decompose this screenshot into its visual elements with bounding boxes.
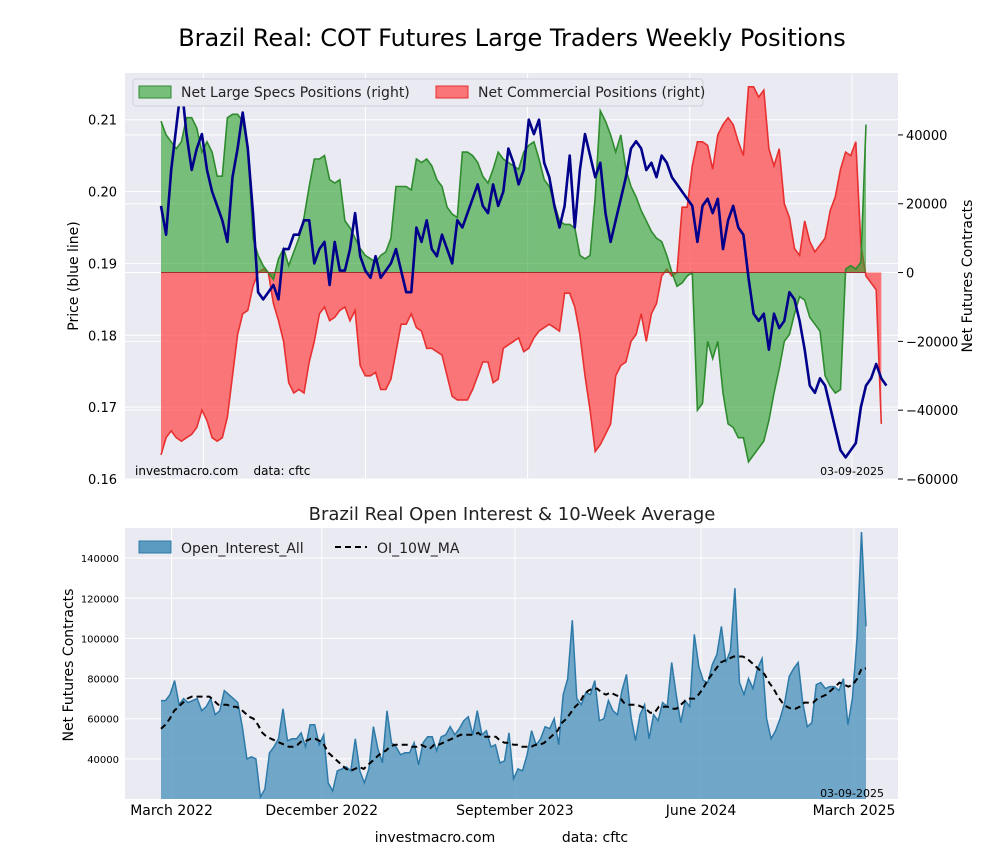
legend-swatch-commercial xyxy=(435,85,469,99)
date-tick-label: March 2022 xyxy=(130,803,213,819)
price-tick-label: 0.18 xyxy=(88,329,117,344)
date-tick-label: December 2022 xyxy=(265,803,378,819)
specs-area xyxy=(161,110,866,462)
oi-tick-label: 80000 xyxy=(87,675,119,686)
date-tick-label: September 2023 xyxy=(456,803,573,819)
positions-legend: Net Large Specs Positions (right) Net Co… xyxy=(132,78,705,107)
oi-legend: Open_Interest_All OI_10W_MA xyxy=(138,540,460,557)
ma-line xyxy=(160,655,866,772)
legend-label-specs: Net Large Specs Positions (right) xyxy=(181,85,410,101)
commercial-area xyxy=(161,86,882,455)
price-axis-label: Price (blue line) xyxy=(66,221,82,331)
legend-label-ma: OI_10W_MA xyxy=(377,541,460,557)
contracts-axis-ticks: −60000 −40000 −20000 0 20000 40000 xyxy=(898,129,958,488)
oi-line xyxy=(161,531,867,800)
oi-area xyxy=(161,532,866,799)
contracts-axis-label: Net Futures Contracts xyxy=(960,200,976,353)
contracts-tick-label: 40000 xyxy=(906,129,947,144)
oi-tick-label: 60000 xyxy=(87,715,119,726)
contracts-tick-label: 20000 xyxy=(906,198,947,213)
legend-swatch-oi xyxy=(138,540,172,554)
price-tick-label: 0.17 xyxy=(88,401,117,416)
price-line xyxy=(159,82,888,459)
date-tick-label: June 2024 xyxy=(665,803,737,819)
price-tick-label: 0.20 xyxy=(88,186,117,201)
contracts-tick-label: −40000 xyxy=(906,404,958,419)
oi-tick-label: 120000 xyxy=(81,594,119,605)
oi-tick-label: 140000 xyxy=(81,554,119,565)
oi-date-annotation: 03-09-2025 xyxy=(820,787,884,800)
price-series xyxy=(159,82,888,459)
price-tick-label: 0.19 xyxy=(88,257,117,272)
contracts-tick-label: −60000 xyxy=(906,473,958,488)
legend-label-commercial: Net Commercial Positions (right) xyxy=(478,85,705,101)
contracts-tick-label: −20000 xyxy=(906,335,958,350)
source-annotation: investmacro.com data: cftc xyxy=(135,464,310,478)
date-annotation: 03-09-2025 xyxy=(820,465,884,478)
oi-moving-average xyxy=(160,655,866,772)
date-axis-ticks: March 2022 December 2022 September 2023 Jun… xyxy=(130,803,895,819)
figure-title: Brazil Real: COT Futures Large Traders W… xyxy=(178,24,846,52)
oi-tick-label: 40000 xyxy=(87,755,119,766)
price-axis-ticks: 0.16 0.17 0.18 0.19 0.20 0.21 xyxy=(88,114,117,488)
footer-site: investmacro.com xyxy=(375,830,495,846)
positions-panel: 0.16 0.17 0.18 0.19 0.20 0.21 −60000 −40000 −20… xyxy=(66,73,976,488)
price-tick-label: 0.21 xyxy=(88,114,117,129)
legend-label-oi: Open_Interest_All xyxy=(181,541,304,557)
legend-frame xyxy=(132,78,704,107)
oi-panel-title: Brazil Real Open Interest & 10-Week Aver… xyxy=(309,504,716,525)
oi-axis-ticks: 40000 60000 80000 100000 120000 140000 xyxy=(81,554,119,766)
footer-data: data: cftc xyxy=(562,830,628,846)
oi-tick-label: 100000 xyxy=(81,634,119,645)
open-interest-panel: 40000 60000 80000 100000 120000 140000 March … xyxy=(61,528,898,819)
contracts-tick-label: 0 xyxy=(906,267,914,282)
commercial-line xyxy=(160,86,883,456)
oi-axis-label: Net Futures Contracts xyxy=(61,589,77,742)
legend-swatch-specs xyxy=(138,85,172,99)
oi-area xyxy=(161,531,867,800)
date-tick-label: March 2025 xyxy=(813,803,896,819)
price-tick-label: 0.16 xyxy=(88,473,117,488)
